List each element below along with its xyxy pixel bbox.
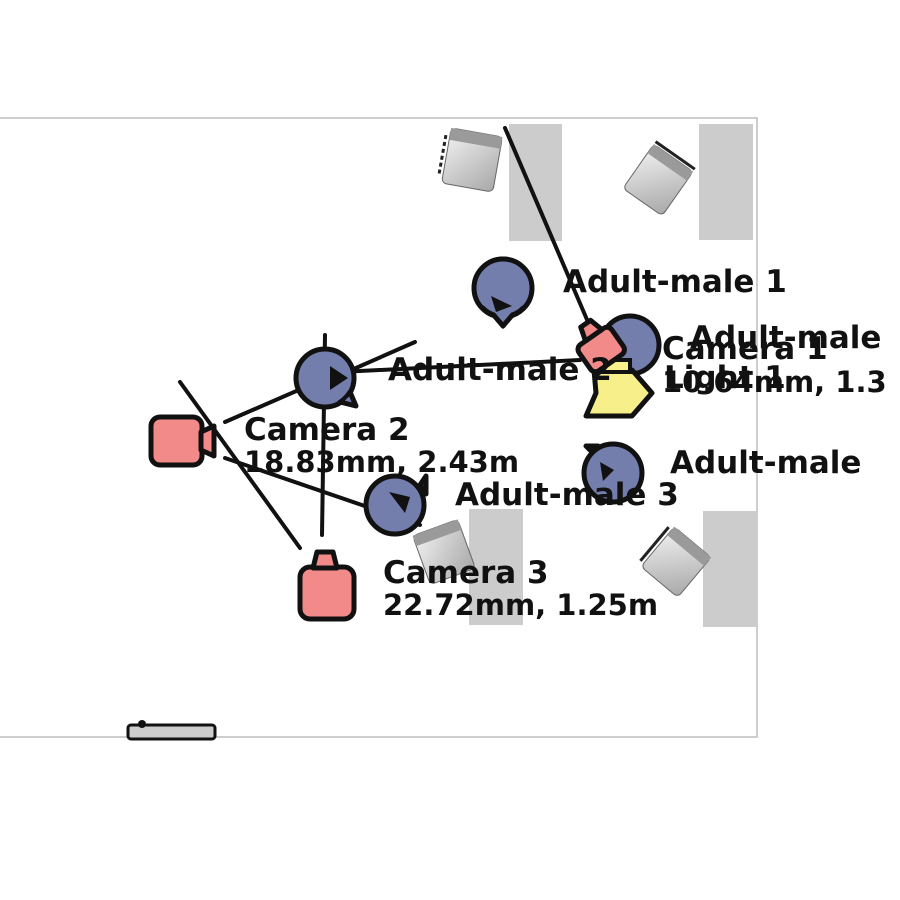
person-marker-icon[interactable] [581,441,645,505]
camera-specs: 10.64mm, 1.3 [662,365,887,399]
camera-specs: 18.83mm, 2.43m [244,445,519,479]
table-block [703,511,756,627]
person-label: Adult-male [690,320,881,356]
person-marker-icon[interactable] [471,256,535,330]
camera-icon[interactable] [148,414,217,468]
light-icon[interactable] [583,358,655,419]
chair-icon [437,127,503,192]
person-label: Adult-male 2 [388,352,612,388]
camera-name: Camera 3 [383,555,549,591]
table-block [509,124,562,241]
camera-specs: 22.72mm, 1.25m [383,588,658,622]
room-boundary [0,117,758,738]
camera-icon[interactable] [568,313,627,375]
person-label: Adult-male 3 [455,477,679,513]
door-icon [126,720,217,741]
camera-name: Camera 2 [244,412,410,448]
person-label: Adult-male [670,445,861,481]
camera-icon[interactable] [297,549,357,622]
person-marker-icon[interactable] [293,346,359,410]
person-label: Adult-male 1 [563,264,787,300]
chair-icon [412,519,475,584]
table-block [699,124,753,240]
camera-name: Camera 1 [662,331,828,367]
chair-icon [624,140,696,215]
person-marker-icon[interactable] [363,473,429,537]
light-label: Light 1 [664,360,786,396]
chair-icon [639,526,712,596]
table-block [469,509,523,625]
